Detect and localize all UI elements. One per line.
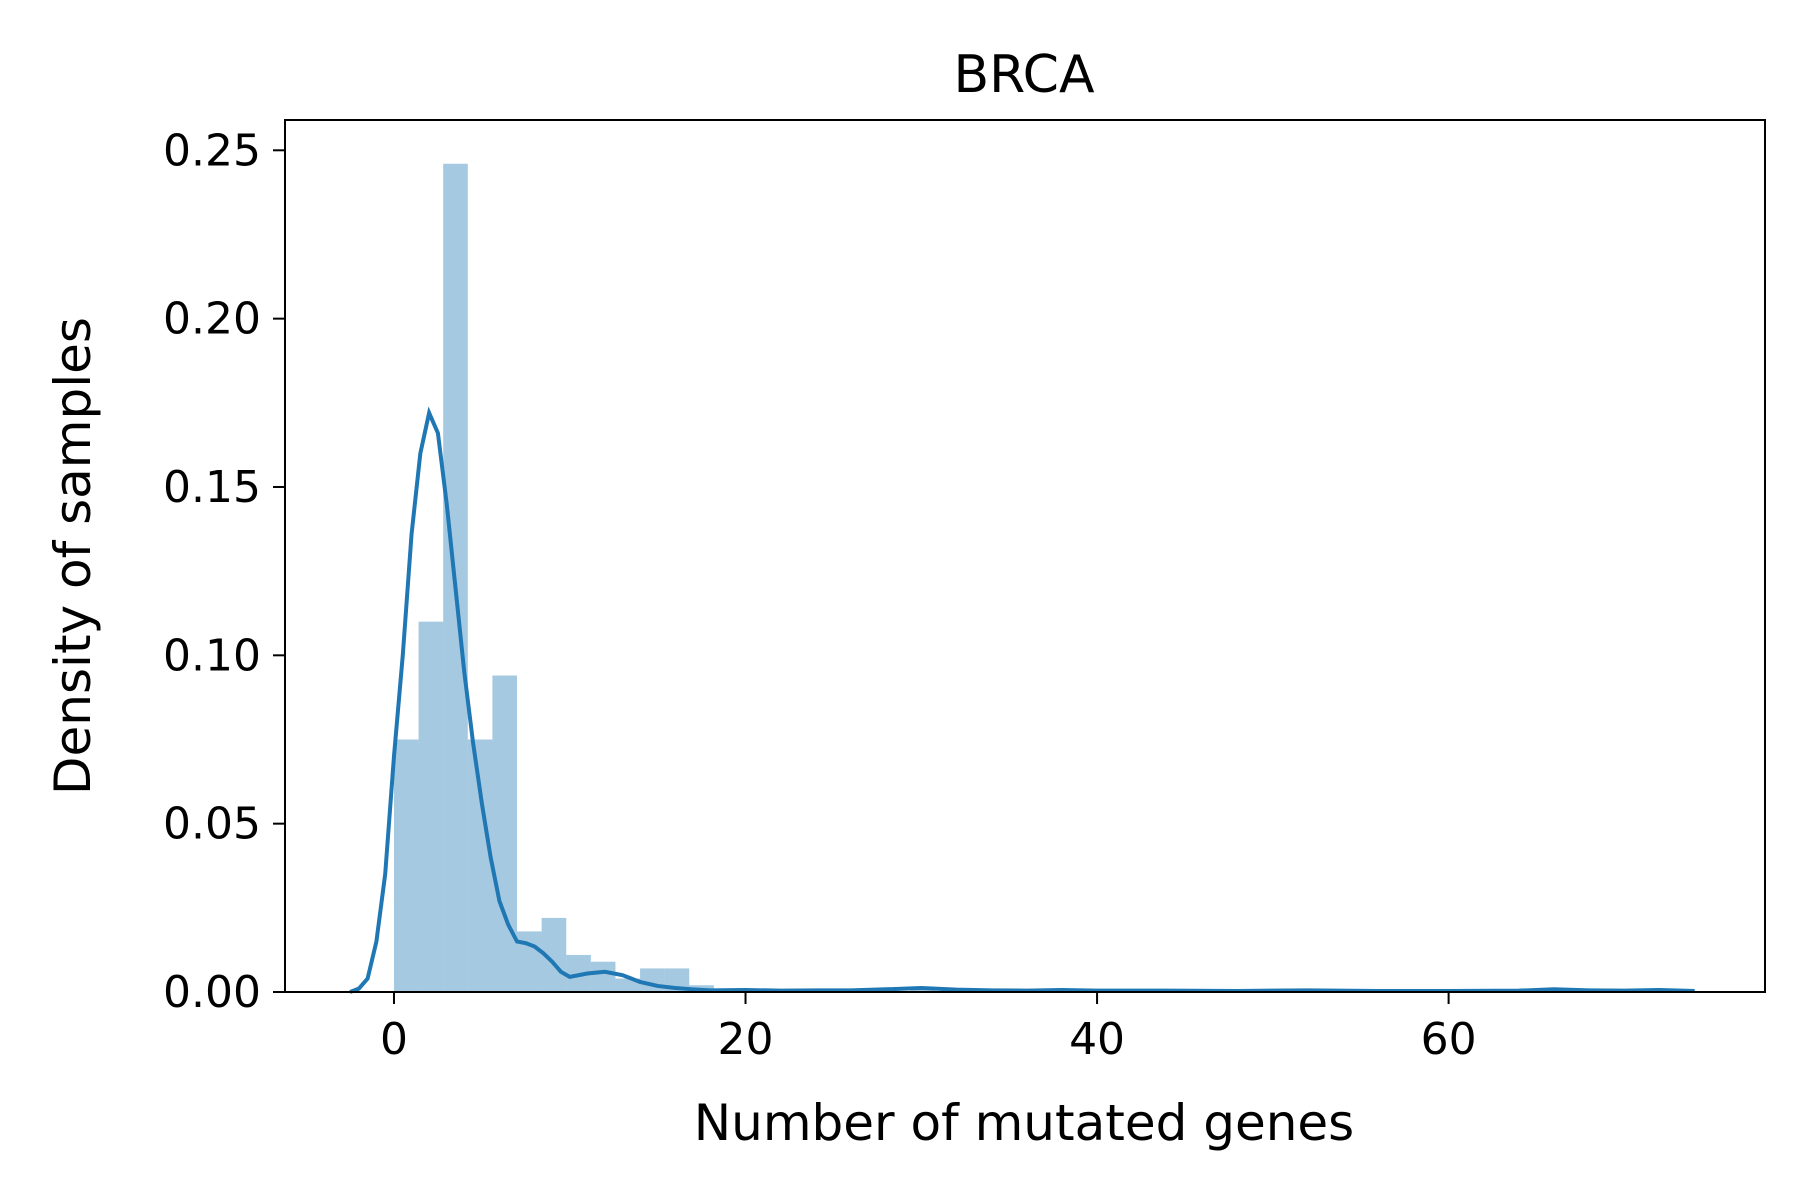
histogram-bar — [467, 739, 493, 992]
y-tick-label: 0.15 — [163, 462, 261, 513]
y-axis-label: Density of samples — [44, 317, 102, 795]
kde-curve — [349, 406, 1695, 994]
plot-frame — [284, 119, 1766, 993]
y-tick-label: 0.25 — [163, 125, 261, 176]
y-tick-label: 0.20 — [163, 294, 261, 345]
histogram-bar — [910, 989, 936, 992]
histogram-bar — [393, 739, 419, 992]
histogram-bar — [418, 621, 444, 992]
histogram-bar — [615, 978, 641, 992]
x-tick-label: 20 — [718, 1014, 774, 1065]
x-tick-label: 60 — [1421, 1014, 1477, 1065]
x-axis-ticks: 0 20 40 60 — [380, 992, 1477, 1065]
y-axis-ticks: 0.00 0.05 0.10 0.15 0.20 0.25 — [163, 125, 285, 1018]
y-tick-label: 0.00 — [163, 967, 261, 1018]
x-tick-label: 40 — [1069, 1014, 1125, 1065]
histogram-bar — [590, 961, 616, 992]
x-tick-label: 0 — [380, 1014, 408, 1065]
chart-title: BRCA — [953, 45, 1095, 105]
histogram-bar — [640, 968, 665, 992]
y-tick-label: 0.10 — [163, 630, 261, 681]
histogram-bar — [492, 675, 518, 992]
histogram-bars — [393, 163, 1576, 993]
x-axis-label: Number of mutated genes — [694, 1094, 1354, 1152]
y-tick-label: 0.05 — [163, 799, 261, 850]
